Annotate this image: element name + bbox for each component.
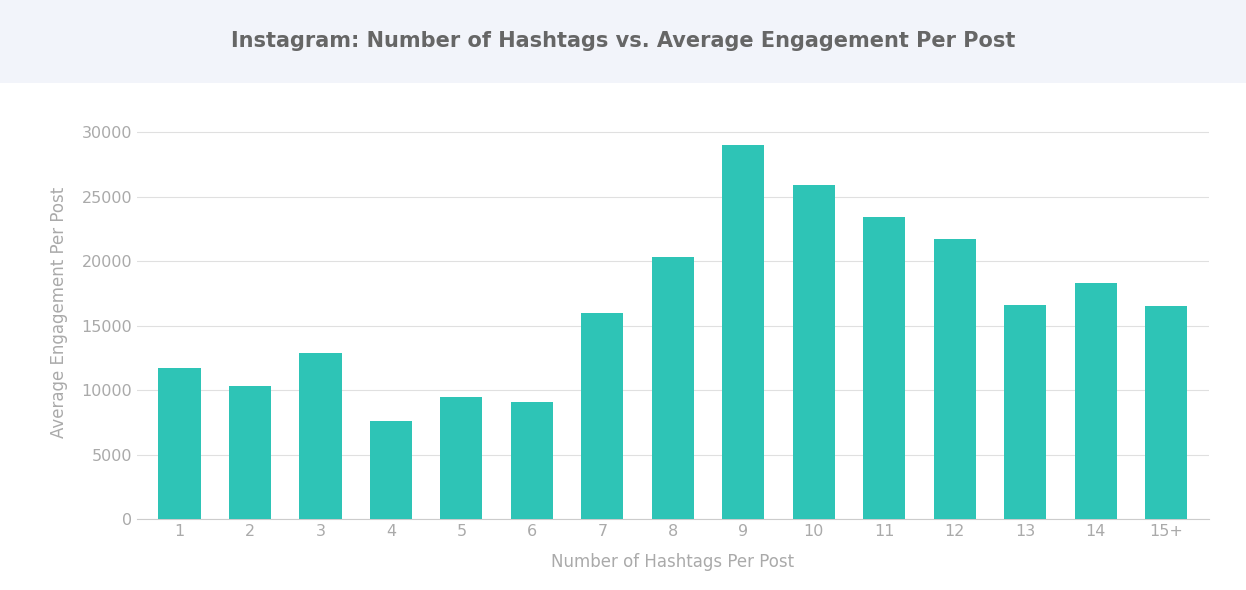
Bar xyxy=(792,185,835,519)
Bar xyxy=(440,396,482,519)
Bar xyxy=(370,421,412,519)
Bar xyxy=(229,386,272,519)
Bar xyxy=(1004,305,1047,519)
Bar xyxy=(158,368,201,519)
Bar xyxy=(652,257,694,519)
Bar xyxy=(1074,283,1116,519)
Text: Instagram: Number of Hashtags vs. Average Engagement Per Post: Instagram: Number of Hashtags vs. Averag… xyxy=(231,31,1015,51)
X-axis label: Number of Hashtags Per Post: Number of Hashtags Per Post xyxy=(551,553,795,571)
Bar xyxy=(581,313,623,519)
Bar xyxy=(511,402,553,519)
Bar xyxy=(299,353,341,519)
Bar xyxy=(1145,306,1187,519)
Bar xyxy=(863,217,906,519)
Y-axis label: Average Engagement Per Post: Average Engagement Per Post xyxy=(50,187,67,438)
Bar xyxy=(933,239,976,519)
Bar xyxy=(723,145,765,519)
